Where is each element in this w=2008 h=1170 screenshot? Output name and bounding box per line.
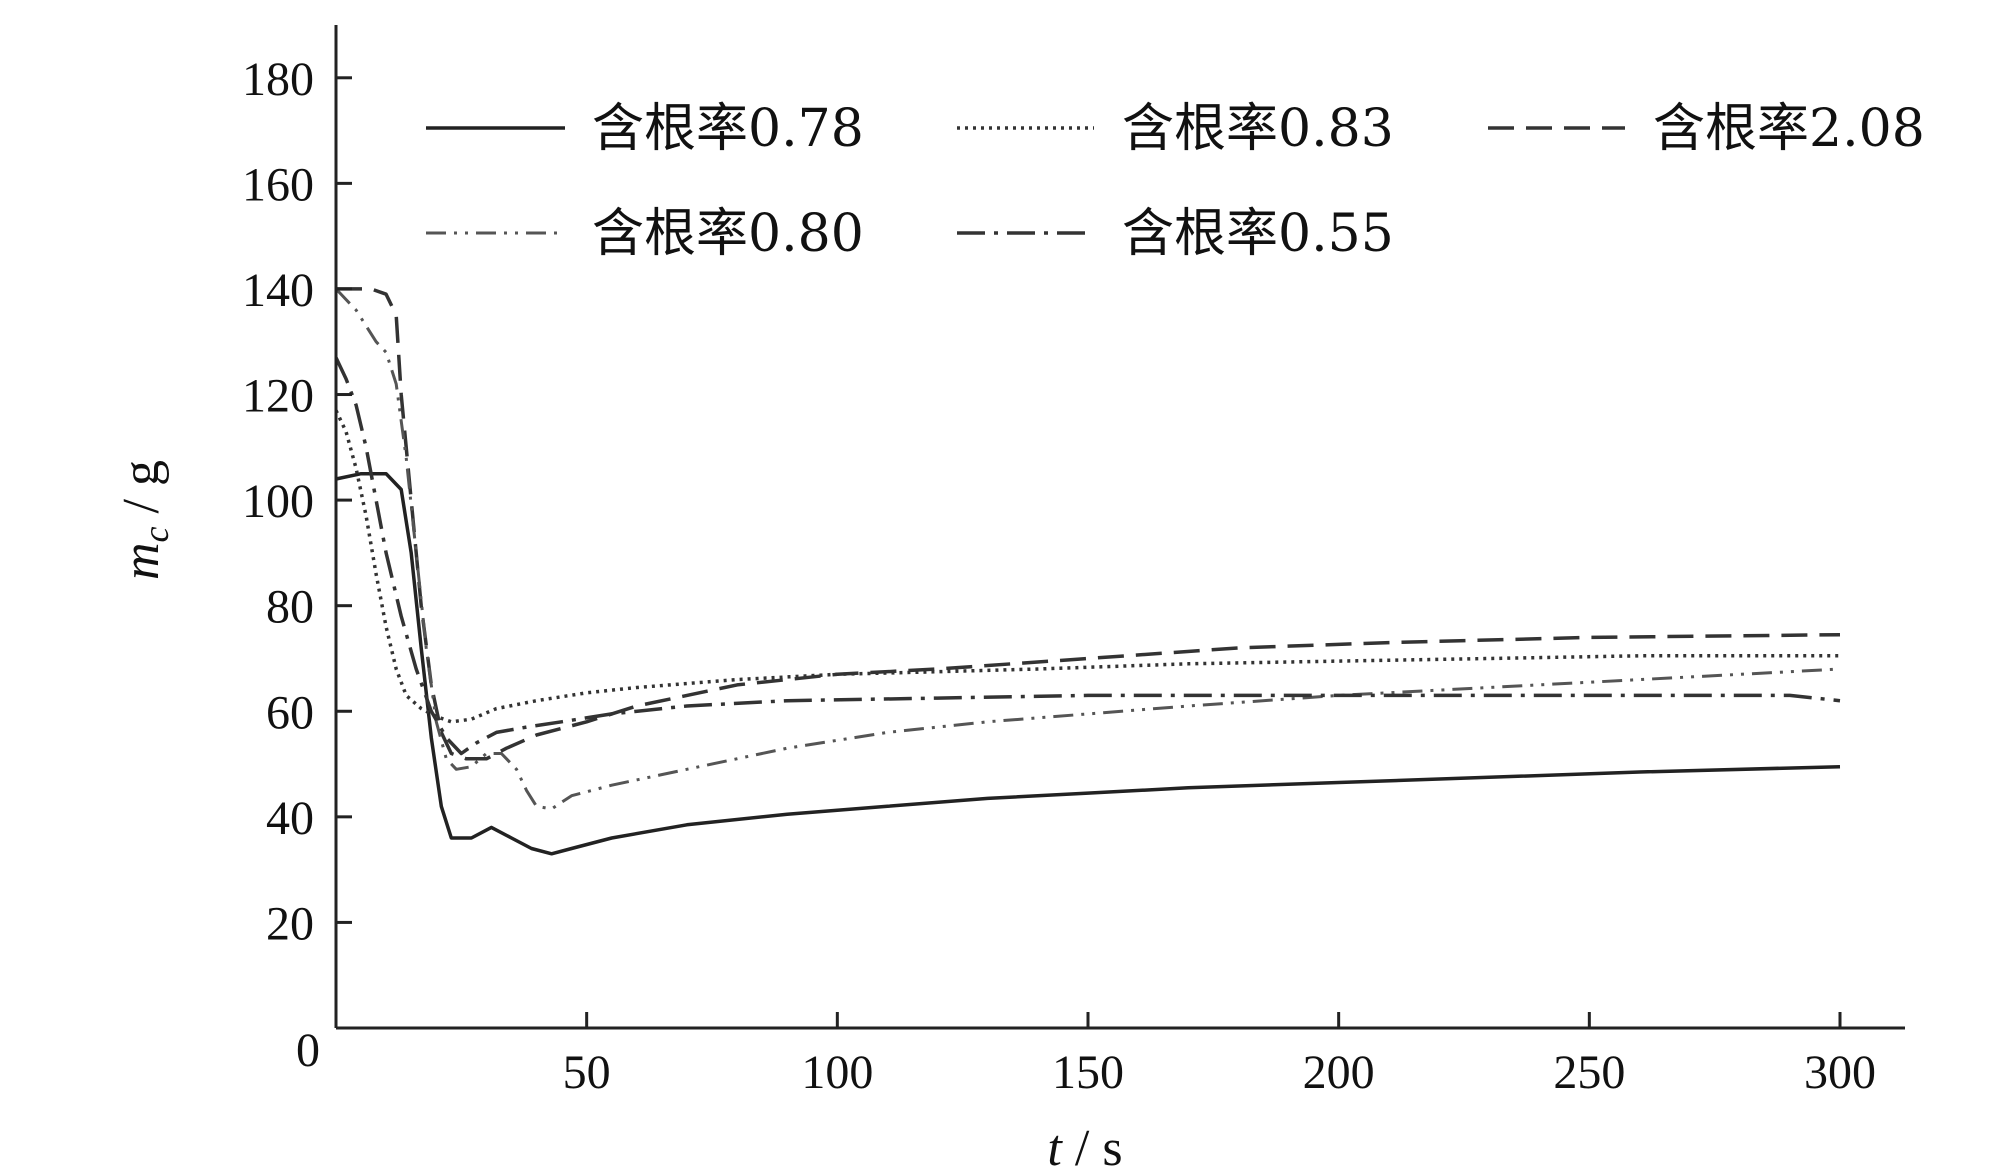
legend-item-5: 含根率0.55 xyxy=(957,204,1394,264)
legend-label-5: 含根率0.55 xyxy=(1122,204,1394,264)
y-tick-label-80: 80 xyxy=(266,581,314,634)
legend-label-3: 含根率2.08 xyxy=(1653,99,1925,159)
series-line-5 xyxy=(334,356,1841,756)
x-tick-label-50: 50 xyxy=(563,1046,611,1099)
x-tick-label-250: 250 xyxy=(1553,1046,1625,1099)
legend: 含根率0.78 含根率0.83 含根率2.08 含根率0.80 含根率0.55 xyxy=(426,99,1925,264)
y-axis-label: mc / g xyxy=(113,460,176,580)
x-tick-label-300: 300 xyxy=(1804,1046,1876,1099)
y-tick-label-60: 60 xyxy=(266,686,314,739)
legend-label-1: 含根率0.78 xyxy=(592,99,864,159)
y-tick-label-180: 180 xyxy=(242,53,314,106)
legend-item-3: 含根率2.08 xyxy=(1488,99,1925,159)
origin-label: 0 xyxy=(296,1024,320,1077)
series-layer xyxy=(334,287,1841,856)
x-tick-label-200: 200 xyxy=(1303,1046,1375,1099)
y-tick-label-40: 40 xyxy=(266,792,314,845)
x-tick-label-100: 100 xyxy=(801,1046,873,1099)
series-line-2 xyxy=(334,409,1840,724)
x-axis-label: t / s xyxy=(1047,1120,1122,1170)
legend-item-1: 含根率0.78 xyxy=(426,99,864,159)
x-tick-label-150: 150 xyxy=(1052,1046,1124,1099)
legend-item-2: 含根率0.83 xyxy=(957,99,1394,159)
y-tick-label-100: 100 xyxy=(242,475,314,528)
y-tick-label-120: 120 xyxy=(242,370,314,423)
y-tick-label-140: 140 xyxy=(242,264,314,317)
y-tick-label-20: 20 xyxy=(266,897,314,950)
series-line-3 xyxy=(336,287,1841,761)
legend-label-4: 含根率0.80 xyxy=(592,204,864,264)
y-tick-label-160: 160 xyxy=(242,158,314,211)
series-line-4 xyxy=(334,287,1841,811)
legend-label-2: 含根率0.83 xyxy=(1122,99,1394,159)
legend-item-4: 含根率0.80 xyxy=(426,204,864,264)
axes-layer: 20 40 60 80 100 120 140 160 180 50 100 150 200 250 300… xyxy=(113,25,1905,1170)
series-line-1 xyxy=(335,471,1841,856)
